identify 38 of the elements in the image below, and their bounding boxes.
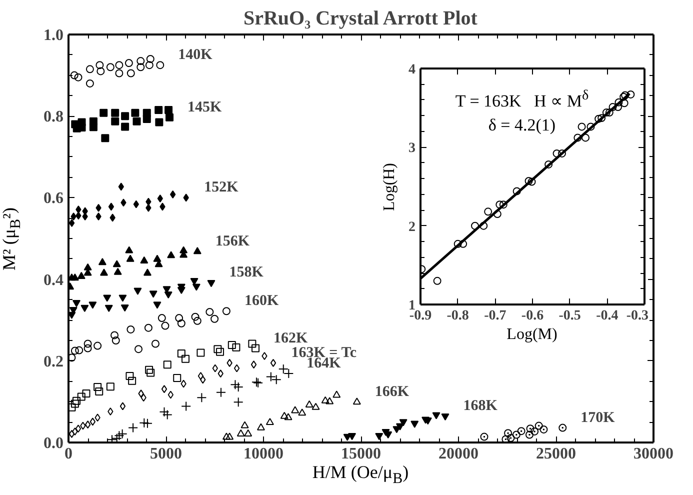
x-tick-label: 10000 <box>244 446 284 462</box>
series-label: 160K <box>244 293 279 310</box>
y-axis-title: Log(H) <box>381 162 398 210</box>
series-label: 152K <box>204 180 239 196</box>
legend-label: 170K <box>580 410 616 426</box>
annotation: T = 163K H ∝ M$^{δ}$ <box>455 87 589 110</box>
y-tick-label: 0.0 <box>44 435 64 452</box>
series-label: 140K <box>178 47 213 64</box>
series-label: 145K <box>188 99 222 116</box>
annotation: δ = 4.2(1) <box>488 115 556 134</box>
x-tick-label: -0.7 <box>484 308 506 324</box>
y-tick-label: 0.4 <box>44 272 64 289</box>
series-label: 162K <box>274 330 308 346</box>
x-tick-label: -0.3 <box>626 308 649 324</box>
x-tick-label: 0 <box>64 446 72 462</box>
series-label: 168K <box>463 398 498 414</box>
x-tick-label: 5000 <box>150 446 182 462</box>
x-tick-label: -0.4 <box>596 308 618 324</box>
x-axis-title: Log(M) <box>506 326 558 342</box>
x-tick-label: 20000 <box>438 446 478 462</box>
y-tick-label: 1.0 <box>44 27 64 44</box>
x-tick-label: -0.5 <box>558 308 581 324</box>
x-tick-label: -0.6 <box>521 308 544 324</box>
chart-title: SrRuO₃ Crystal Arrott Plot <box>243 8 478 30</box>
x-axis-title: H/M (Oe/μ$_{B}$) <box>312 462 409 486</box>
y-tick-label: 0.2 <box>44 353 64 370</box>
x-tick-label: 25000 <box>536 446 576 462</box>
series-label: 158K <box>229 264 264 281</box>
y-tick-label: 0.6 <box>44 190 64 208</box>
y-tick-label: 0.8 <box>44 108 64 126</box>
series-label: 156K <box>215 234 250 250</box>
series-label: 166K <box>374 384 410 400</box>
x-tick-label: -0.8 <box>446 308 469 324</box>
y-tick-label: 2 <box>408 220 416 235</box>
x-tick-label: 30000 <box>634 446 674 462</box>
y-tick-label: 3 <box>408 141 416 156</box>
y-tick-label: 4 <box>408 62 416 78</box>
x-tick-label: 15000 <box>341 446 381 462</box>
